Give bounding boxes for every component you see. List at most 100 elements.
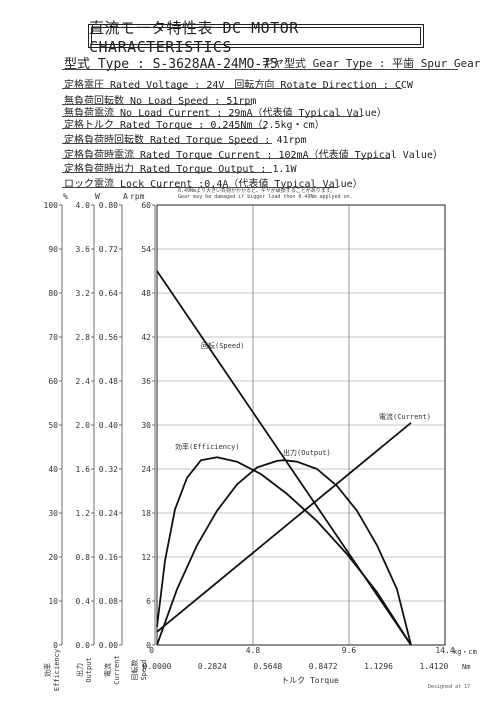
spec-underline [62, 158, 390, 159]
spec-underline [62, 143, 272, 144]
series-label: 出力(Output) [283, 448, 331, 457]
x-tick-nm: 0.0000 [143, 662, 172, 671]
tick-label: 70 [48, 333, 58, 342]
spec-row: 定格負荷時出力 Rated Torque Output : 1.1W [64, 164, 297, 175]
x-tick-nm: 1.1296 [364, 662, 393, 671]
footer-credit: Designed at 17 [428, 684, 471, 690]
tick-label: 30 [141, 421, 151, 430]
header-rule [62, 69, 458, 70]
spec-row: 無負荷回転数 No Load Speed : 51rpm [64, 96, 257, 107]
tick-label: 0.0 [76, 641, 91, 650]
tick-label: 0.48 [99, 377, 118, 386]
axis-unit-label: W [95, 192, 100, 201]
tick-label: 80 [48, 289, 58, 298]
title-text: 直流モータ特性表 DC MOTOR CHARACTERISTICS [89, 18, 299, 56]
tick-label: 0.72 [99, 245, 118, 254]
x-tick-nm: 0.2824 [198, 662, 227, 671]
axis-name-jp: 出力 [75, 663, 84, 677]
series-label: 回転(Speed) [201, 342, 245, 350]
axis-unit-label: rpm [130, 192, 145, 201]
model-label: 型式 Type [64, 57, 130, 72]
spec-row: 定格負荷時回転数 Rated Torque Speed : 41rpm [64, 135, 307, 146]
tick-label: 30 [48, 509, 58, 518]
tick-label: 2.8 [76, 333, 91, 342]
axis-name-jp: 効率 [43, 663, 52, 677]
tick-label: 0.64 [99, 289, 118, 298]
model-value: S-3628AA-24MO-75 [152, 57, 278, 72]
tick-label: 10 [48, 597, 58, 606]
tick-label: 60 [141, 201, 151, 210]
tick-label: 50 [48, 421, 58, 430]
tick-label: 12 [141, 553, 151, 562]
x-tick-nm: 0.8472 [309, 662, 338, 671]
tick-label: 0 [53, 641, 58, 650]
tick-label: 0.16 [99, 553, 118, 562]
tick-label: 0.40 [99, 421, 118, 430]
axis-name-jp: 電流 [103, 663, 112, 677]
axis-name-en: Output [85, 657, 93, 682]
tick-label: 0.56 [99, 333, 118, 342]
gear-warning-jp: 0.49Nmより大きい負荷がかかると、ギヤが破損することがあります。 [178, 188, 336, 194]
spec-underline [62, 104, 252, 105]
series-line [156, 456, 412, 646]
axis-name-en: Efficiency [53, 649, 61, 691]
tick-label: 18 [141, 509, 151, 518]
gear-value: 平歯 Spur Gear [392, 57, 481, 70]
tick-label: 0.08 [99, 597, 118, 606]
tick-label: 1.6 [76, 465, 91, 474]
spec-row: 無負荷電流 No Load Current : 29mA（代表値 Typical… [64, 108, 387, 119]
tick-label: 4.0 [76, 201, 91, 210]
tick-label: 48 [141, 289, 151, 298]
x-tick-nm: 1.4120 [419, 662, 448, 671]
x-unit-kgcm: kg・cm [453, 648, 477, 656]
tick-label: 36 [141, 377, 151, 386]
tick-label: 1.2 [76, 509, 91, 518]
tick-label: 2.0 [76, 421, 91, 430]
spec-underline [62, 172, 272, 173]
model-type: 型式 Type : S-3628AA-24MO-75 [64, 57, 278, 72]
tick-label: 0.8 [76, 553, 91, 562]
series-line [156, 270, 412, 646]
tick-label: 6 [146, 597, 151, 606]
tick-label: 3.6 [76, 245, 91, 254]
spec-row: 定格電圧 Rated Voltage : 24V 回転方向 Rotate Dir… [64, 80, 413, 91]
x-tick-kgcm: 4.8 [246, 646, 261, 655]
axis-name-en: Speed [140, 659, 148, 680]
tick-label: 2.4 [76, 377, 91, 386]
spec-underline [62, 187, 338, 188]
gear-type: ギヤ型式 Gear Type : 平歯 Spur Gear [262, 57, 481, 70]
tick-label: 40 [48, 465, 58, 474]
spec-row: 定格負荷時電流 Rated Torque Current : 102mA（代表値… [64, 150, 443, 161]
spec-row: 定格トルク Rated Torque : 0.245Nm（2.5kg・cm） [64, 120, 325, 131]
tick-label: 0.4 [76, 597, 91, 606]
chart-title: 直流モータ特性表 DC MOTOR CHARACTERISTICS [88, 19, 424, 56]
spec-underline [62, 128, 266, 129]
plot-frame [156, 204, 446, 646]
axis-name-jp: 回転数 [130, 660, 139, 681]
axis-name-en: Current [113, 655, 121, 685]
series-line [156, 459, 412, 646]
tick-label: 0.24 [99, 509, 118, 518]
axis-unit-label: % [63, 192, 68, 201]
x-tick-kgcm: 14.4 [435, 646, 454, 655]
tick-label: 0.80 [99, 201, 118, 210]
tick-label: 42 [141, 333, 151, 342]
series-label: 効率(Efficiency) [175, 442, 240, 451]
tick-label: 0.00 [99, 641, 118, 650]
gear-warning-en: Gear may be damaged if bigger load then … [178, 194, 353, 200]
spec-underline [62, 88, 402, 89]
tick-label: 54 [141, 245, 151, 254]
tick-label: 60 [48, 377, 58, 386]
spec-row: ロック電流 Lock Current :0.4A（代表値 Typical Val… [64, 179, 363, 190]
tick-label: 0.32 [99, 465, 118, 474]
spec-underline [62, 116, 362, 117]
axis-unit-label: A [123, 192, 128, 201]
x-tick-nm: 0.5648 [253, 662, 282, 671]
x-unit-nm: Nm [462, 663, 470, 671]
tick-label: 100 [44, 201, 59, 210]
x-axis-label: トルク Torque [281, 676, 339, 685]
gear-label: ギヤ型式 Gear Type [262, 57, 373, 70]
series-line [156, 422, 412, 633]
series-label: 電流(Current) [379, 412, 431, 421]
